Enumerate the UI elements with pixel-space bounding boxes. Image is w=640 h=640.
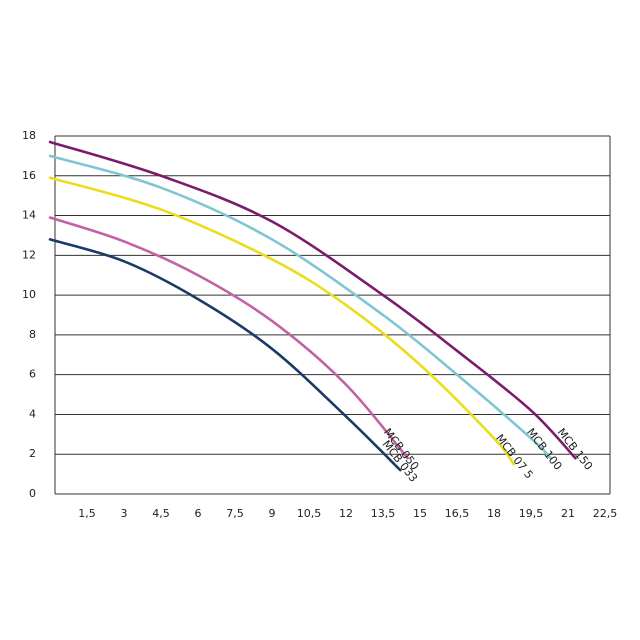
curve xyxy=(48,176,516,466)
x-tick-label: 18 xyxy=(487,507,501,520)
x-tick-label: 4,5 xyxy=(152,507,170,520)
curve xyxy=(48,216,409,460)
y-tick-label: 12 xyxy=(22,248,36,261)
y-tick-label: 6 xyxy=(29,368,36,381)
x-tick-label: 3 xyxy=(121,507,128,520)
y-tick-label: 16 xyxy=(22,169,36,182)
x-tick-label: 22,5 xyxy=(593,507,618,520)
y-tick-label: 14 xyxy=(22,209,36,222)
y-tick-label: 8 xyxy=(29,328,36,341)
x-tick-label: 1,5 xyxy=(78,507,96,520)
curve xyxy=(48,238,402,472)
x-tick-label: 10,5 xyxy=(297,507,322,520)
x-tick-label: 6 xyxy=(195,507,202,520)
x-tick-label: 16,5 xyxy=(445,507,470,520)
x-tick-label: 7,5 xyxy=(226,507,244,520)
x-tick-label: 21 xyxy=(561,507,575,520)
y-tick-label: 2 xyxy=(29,447,36,460)
x-tick-label: 12 xyxy=(339,507,353,520)
y-tick-label: 18 xyxy=(22,129,36,142)
x-tick-label: 13,5 xyxy=(371,507,396,520)
x-tick-label: 15 xyxy=(413,507,427,520)
curve xyxy=(48,140,577,460)
y-tick-label: 10 xyxy=(22,288,36,301)
y-tick-label: 4 xyxy=(29,407,36,420)
y-tick-label: 0 xyxy=(29,487,36,500)
curve xyxy=(48,154,553,460)
x-tick-label: 9 xyxy=(269,507,276,520)
x-tick-label: 19,5 xyxy=(519,507,544,520)
